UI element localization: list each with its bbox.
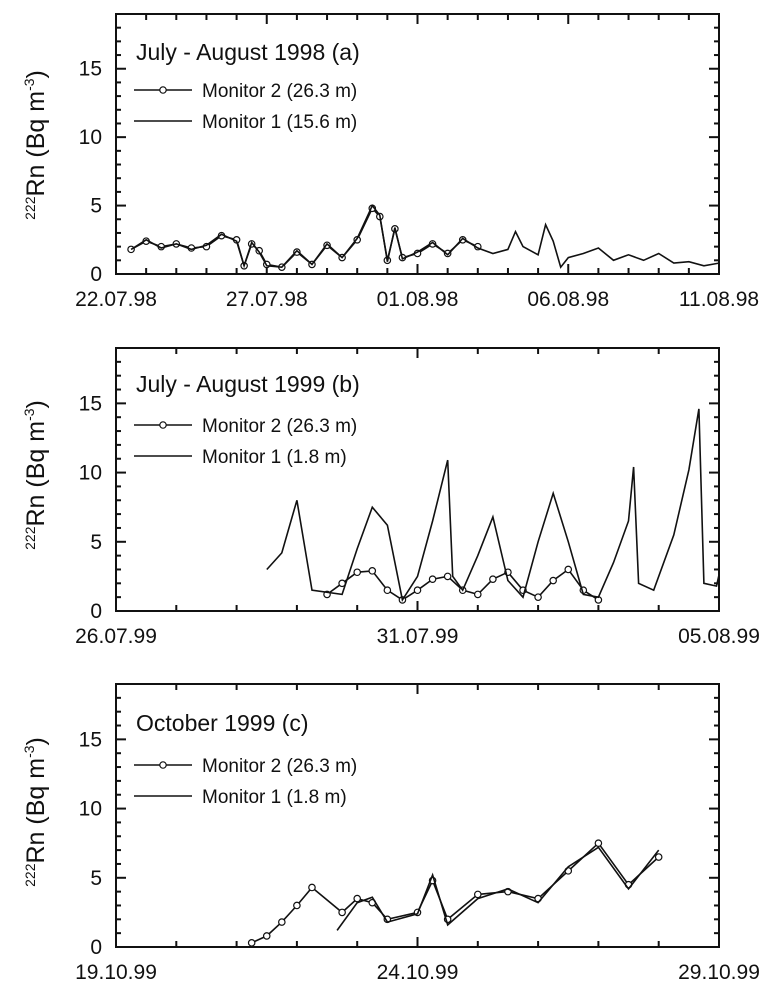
y-label-close: )	[22, 737, 50, 745]
panel-title: July - August 1998 (a)	[136, 39, 360, 65]
legend-label: Monitor 1 (1.8 m)	[202, 447, 347, 468]
y-tick-label: 0	[90, 936, 102, 959]
y-tick-label: 15	[79, 728, 102, 751]
series-line-monitor-2	[251, 842, 660, 944]
y-tick-label: 10	[79, 462, 102, 485]
data-point	[293, 901, 301, 910]
data-point	[368, 567, 377, 575]
data-point	[262, 932, 271, 940]
chart-panel-2: 26.07.99 31.07.99 05.08.99 0 5 10 15 222Rn (Bq …	[21, 347, 760, 648]
x-tick-label: 19.10.99	[75, 961, 157, 984]
data-point	[549, 576, 557, 585]
data-point	[489, 575, 497, 583]
data-point	[293, 248, 301, 256]
series-line-monitor-1	[336, 846, 660, 931]
y-tick-label: 5	[90, 867, 102, 890]
y-label-main: Rn (Bq m	[22, 421, 50, 527]
x-tick-label: 26.07.99	[75, 625, 157, 648]
y-label-main: Rn (Bq m	[22, 91, 50, 197]
legend-label: Monitor 1 (15.6 m)	[202, 112, 357, 133]
data-point	[413, 586, 422, 595]
chart-panel-1: 22.07.98 27.07.98 01.08.98 06.08.98 11.08.98…	[21, 13, 759, 311]
panel-title: July - August 1999 (b)	[136, 371, 360, 397]
y-tick-label: 0	[90, 600, 102, 623]
data-point	[443, 249, 452, 258]
legend-marker	[159, 421, 167, 429]
x-tick-label: 27.07.98	[226, 288, 308, 311]
series-line-monitor-1	[266, 408, 719, 602]
data-point	[308, 883, 316, 892]
data-point	[278, 918, 286, 926]
x-tick-label: 29.10.99	[678, 961, 760, 984]
y-label-close: )	[22, 70, 50, 78]
data-point	[564, 565, 573, 574]
y-tick-label: 5	[90, 195, 102, 218]
y-axis-label: 222Rn (Bq m-3)	[21, 400, 50, 550]
x-tick-label: 05.08.99	[678, 625, 760, 648]
x-tick-label: 31.07.99	[377, 625, 459, 648]
panel-title: October 1999 (c)	[136, 710, 309, 736]
y-label-close: )	[22, 400, 50, 408]
data-point	[428, 575, 437, 583]
data-point	[247, 939, 256, 947]
y-tick-label: 0	[90, 263, 102, 286]
x-tick-label: 06.08.98	[527, 288, 609, 311]
data-point	[534, 593, 542, 601]
x-tick-label: 24.10.99	[377, 961, 459, 984]
y-tick-label: 15	[79, 58, 102, 81]
legend-label: Monitor 2 (26.3 m)	[202, 81, 357, 102]
x-tick-label: 11.08.98	[679, 288, 759, 311]
x-tick-label: 22.07.98	[75, 288, 157, 311]
data-point	[473, 890, 482, 899]
data-point	[338, 908, 346, 917]
y-label-unit-exp: -3	[21, 408, 37, 421]
y-tick-label: 5	[90, 531, 102, 554]
data-point	[594, 839, 603, 847]
y-tick-label: 10	[79, 798, 102, 821]
y-label-isotope: 222	[22, 526, 38, 550]
legend-label: Monitor 2 (26.3 m)	[202, 756, 357, 777]
chart-panel-3: 19.10.99 24.10.99 29.10.99 0 5 10 15 222Rn (Bq …	[21, 683, 760, 984]
legend-label: Monitor 1 (1.8 m)	[202, 787, 347, 808]
x-tick-label: 01.08.98	[377, 288, 459, 311]
y-label-main: Rn (Bq m	[22, 758, 50, 864]
data-point	[353, 894, 362, 903]
data-point	[654, 853, 663, 861]
data-point	[443, 572, 452, 581]
y-tick-label: 15	[79, 392, 102, 415]
y-axis-label: 222Rn (Bq m-3)	[21, 737, 50, 887]
y-tick-label: 10	[79, 126, 102, 149]
y-axis-label: 222Rn (Bq m-3)	[21, 70, 50, 220]
y-label-isotope: 222	[22, 196, 38, 220]
y-label-unit-exp: -3	[21, 745, 37, 758]
legend-label: Monitor 2 (26.3 m)	[202, 416, 357, 437]
data-point	[473, 590, 482, 599]
data-point	[383, 586, 392, 595]
legend-marker	[159, 86, 167, 94]
data-point	[353, 568, 362, 577]
series-line-monitor-1	[130, 204, 719, 269]
series-line-monitor-2	[326, 568, 599, 601]
y-label-unit-exp: -3	[21, 78, 37, 91]
y-label-isotope: 222	[22, 863, 38, 887]
legend-marker	[159, 761, 167, 769]
